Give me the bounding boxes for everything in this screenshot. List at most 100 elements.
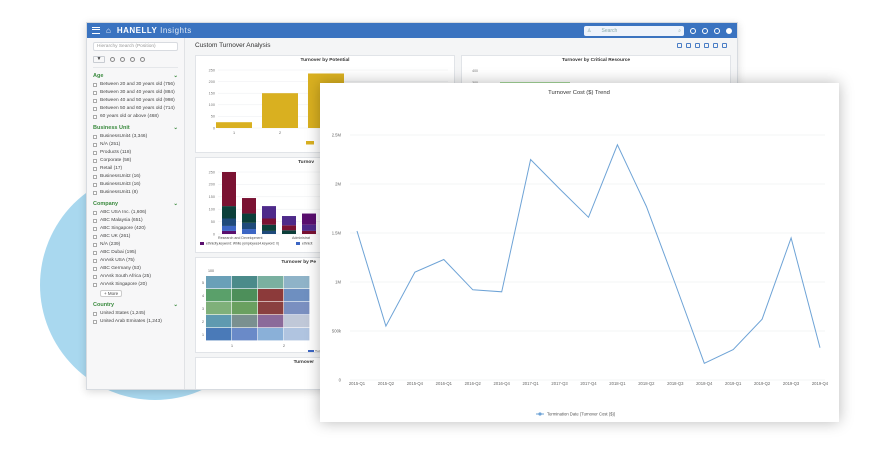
x-tick-label: 2015-Q1 — [349, 381, 366, 386]
filter-section-header[interactable]: Company ⌄ — [93, 201, 178, 207]
checkbox[interactable] — [93, 115, 97, 119]
chevron-down-icon[interactable]: ⌄ — [173, 73, 178, 79]
checkbox[interactable] — [93, 235, 97, 239]
filter-option[interactable]: AnAsk Singapore (20) — [93, 282, 178, 288]
filter-option[interactable]: Products (118) — [93, 150, 178, 156]
refresh-icon[interactable] — [130, 57, 135, 62]
checkbox[interactable] — [93, 143, 97, 147]
filter-section-header[interactable]: Business Unit ⌄ — [93, 125, 178, 131]
checkbox[interactable] — [93, 175, 97, 179]
x-tick-label: 2016-Q2 — [465, 381, 482, 386]
checkbox[interactable] — [93, 107, 97, 111]
checkbox[interactable] — [93, 259, 97, 263]
checkbox[interactable] — [93, 91, 97, 95]
checkbox[interactable] — [93, 151, 97, 155]
filter-option[interactable]: N/A (239) — [93, 242, 178, 248]
page-title: Custom Turnover Analysis — [195, 41, 271, 49]
filter-option[interactable]: Between 20 and 30 years old (756) — [93, 82, 178, 88]
checkbox[interactable] — [93, 243, 97, 247]
filter-option[interactable]: AnAsk South Africa (25) — [93, 274, 178, 280]
filter-option-label: Retail (17) — [100, 166, 123, 171]
x-tick-label: 2018-Q4 — [696, 381, 713, 386]
filter-section-header[interactable]: Country ⌄ — [93, 302, 178, 308]
checkbox[interactable] — [93, 183, 97, 187]
checkbox[interactable] — [93, 251, 97, 255]
edit-icon[interactable] — [110, 57, 115, 62]
settings-icon[interactable] — [120, 57, 125, 62]
info-icon[interactable] — [722, 42, 727, 48]
zoom-icon[interactable] — [695, 42, 700, 48]
stacked-bar-segment — [282, 225, 296, 231]
stacked-bar-segment — [262, 230, 276, 234]
filter-option[interactable]: ABC UK (261) — [93, 234, 178, 240]
stacked-bar-segment — [242, 198, 256, 214]
checkbox[interactable] — [93, 312, 97, 316]
checkbox[interactable] — [93, 275, 97, 279]
y-tick-label: 50 — [211, 220, 215, 224]
checkbox[interactable] — [93, 99, 97, 103]
stacked-bar-segment — [222, 172, 236, 207]
help-icon[interactable] — [714, 27, 720, 34]
filter-option[interactable]: Corporate (58) — [93, 158, 178, 164]
checkbox[interactable] — [93, 159, 97, 163]
filter-option[interactable]: ABC Dubai (195) — [93, 250, 178, 256]
checkbox[interactable] — [93, 83, 97, 87]
collapse-icon[interactable] — [140, 57, 145, 62]
more-button[interactable]: + More — [100, 290, 123, 297]
filter-section: Company ⌄ ABC USA Inc. (1,606) ABC Malaysia… — [93, 201, 178, 297]
filter-option[interactable]: AnAsk USA (75) — [93, 258, 178, 264]
filter-option[interactable]: BusinessUnit2 (16) — [93, 174, 178, 180]
filter-option[interactable]: ABC Germany (53) — [93, 266, 178, 272]
checkbox[interactable] — [93, 211, 97, 215]
filter-button[interactable]: ▼ — [93, 56, 105, 63]
filter-option-label: 60 years old or above (468) — [100, 114, 159, 119]
home-icon[interactable]: ⌂ — [106, 26, 111, 35]
expand-icon[interactable] — [677, 42, 682, 48]
gear-icon[interactable] — [713, 42, 718, 48]
checkbox[interactable] — [93, 267, 97, 271]
heatmap-cell — [284, 315, 310, 328]
filter-option[interactable]: Between 30 and 40 years old (884) — [93, 90, 178, 96]
filter-option[interactable]: Between 40 and 50 years old (998) — [93, 98, 178, 104]
legend-swatch — [296, 242, 300, 245]
checkbox[interactable] — [93, 135, 97, 139]
checkbox[interactable] — [93, 167, 97, 171]
checkbox[interactable] — [93, 283, 97, 287]
gear-icon[interactable] — [702, 27, 708, 34]
filter-option[interactable]: ABC Singapore (420) — [93, 226, 178, 232]
heatmap-cell — [258, 289, 284, 302]
filter-option[interactable]: ABC USA Inc. (1,606) — [93, 210, 178, 216]
checkbox[interactable] — [93, 320, 97, 324]
info-icon[interactable] — [690, 27, 696, 34]
chevron-down-icon[interactable]: ⌄ — [173, 201, 178, 207]
heatmap-chart: 100 5 4 3 2 1 1 2 Tur — [202, 269, 321, 352]
filter-option[interactable]: 60 years old or above (468) — [93, 114, 178, 120]
chevron-down-icon[interactable]: ⌄ — [173, 302, 178, 308]
filter-option[interactable]: N/A (251) — [93, 142, 178, 148]
filter-section-header[interactable]: Age ⌄ — [93, 73, 178, 79]
x-tick-label: 2015-Q2 — [378, 381, 395, 386]
chevron-down-icon[interactable]: ⌄ — [173, 125, 178, 131]
filter-option[interactable]: BusinessUnit3 (16) — [93, 182, 178, 188]
y-tick-label: 0 — [213, 232, 215, 236]
filter-option[interactable]: United Arab Emirates (1,243) — [93, 319, 178, 325]
filter-option[interactable]: BusinessUnit4 (3,346) — [93, 134, 178, 140]
filter-option[interactable]: BusinessUnit1 (8) — [93, 190, 178, 196]
filter-option[interactable]: ABC Malaysia (651) — [93, 218, 178, 224]
heatmap-cell — [206, 315, 232, 328]
stacked-bar-segment — [222, 218, 236, 226]
filter-option[interactable]: United States (1,245) — [93, 311, 178, 317]
user-avatar-icon[interactable] — [726, 27, 732, 34]
menu-icon[interactable] — [92, 27, 100, 34]
hierarchy-search-input[interactable]: Hierarchy Search (Position) — [93, 42, 178, 51]
checkbox[interactable] — [93, 219, 97, 223]
filter-option[interactable]: Retail (17) — [93, 166, 178, 172]
filter-option[interactable]: Between 50 and 60 years old (714) — [93, 106, 178, 112]
clock-icon[interactable] — [686, 42, 691, 48]
refresh-icon[interactable] — [704, 42, 709, 48]
y-tick-label: 100 — [209, 208, 215, 212]
legend-label: ethnicit — [302, 242, 313, 246]
search-input[interactable]: ♙ Search ⌕ — [584, 25, 684, 36]
checkbox[interactable] — [93, 191, 97, 195]
checkbox[interactable] — [93, 227, 97, 231]
